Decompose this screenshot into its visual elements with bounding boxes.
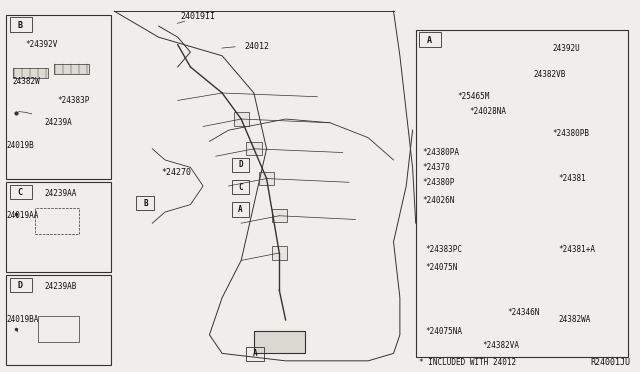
Text: A: A: [238, 205, 243, 214]
Text: *24382VA: *24382VA: [483, 341, 520, 350]
Text: * INCLUDED WITH 24012: * INCLUDED WITH 24012: [419, 358, 516, 367]
Text: *24383PC: *24383PC: [425, 245, 462, 254]
Text: A: A: [428, 36, 432, 45]
Bar: [10, 278, 32, 292]
Text: D: D: [238, 160, 243, 169]
Text: *24075NA: *24075NA: [425, 327, 462, 336]
Text: *24383P: *24383P: [57, 96, 90, 105]
Text: *24346N: *24346N: [508, 308, 540, 317]
Bar: [13, 68, 47, 78]
Bar: [232, 202, 250, 217]
Text: 24382VB: 24382VB: [533, 70, 566, 79]
Text: *24381+A: *24381+A: [559, 245, 596, 254]
Bar: [234, 112, 249, 126]
Text: *24381: *24381: [559, 174, 586, 183]
Text: *24380PB: *24380PB: [552, 129, 589, 138]
Text: *24026N: *24026N: [422, 196, 454, 205]
Bar: [6, 275, 111, 365]
Bar: [232, 180, 250, 194]
Text: *24028NA: *24028NA: [470, 107, 507, 116]
Text: *24075N: *24075N: [425, 263, 458, 272]
Bar: [136, 196, 154, 210]
Text: 24239AA: 24239AA: [44, 189, 77, 198]
Text: D: D: [18, 281, 23, 290]
Bar: [54, 64, 89, 74]
Text: 24012: 24012: [244, 42, 269, 51]
Bar: [419, 32, 441, 46]
Bar: [6, 15, 111, 179]
Bar: [38, 316, 79, 342]
Text: R24001JU: R24001JU: [590, 358, 630, 367]
Text: 24019BA: 24019BA: [6, 315, 39, 324]
Text: 24019B: 24019B: [6, 141, 34, 150]
Bar: [259, 172, 274, 185]
Bar: [35, 208, 79, 234]
Text: *24370: *24370: [422, 163, 450, 172]
Text: B: B: [18, 21, 23, 30]
Text: A: A: [253, 349, 257, 358]
Bar: [254, 331, 305, 353]
Text: *24380P: *24380P: [422, 178, 454, 187]
Text: 24392U: 24392U: [552, 44, 580, 53]
Bar: [246, 142, 262, 155]
Text: 24239AB: 24239AB: [44, 282, 77, 291]
Text: 24382W: 24382W: [13, 77, 40, 86]
Bar: [271, 209, 287, 222]
Text: B: B: [143, 199, 148, 208]
Text: *24380PA: *24380PA: [422, 148, 459, 157]
Text: C: C: [238, 183, 243, 192]
Bar: [416, 30, 628, 357]
Bar: [246, 347, 264, 361]
Text: *25465M: *25465M: [457, 92, 490, 101]
Bar: [6, 182, 111, 272]
Bar: [232, 158, 250, 172]
Text: 24382WA: 24382WA: [559, 315, 591, 324]
Text: *24270: *24270: [162, 169, 192, 177]
Text: C: C: [18, 188, 23, 197]
Text: *24392V: *24392V: [26, 40, 58, 49]
Text: 24239A: 24239A: [44, 118, 72, 127]
Text: 24019II: 24019II: [181, 12, 216, 21]
Bar: [10, 185, 32, 199]
Bar: [10, 17, 32, 32]
Text: 24019AA: 24019AA: [6, 211, 39, 220]
Bar: [271, 246, 287, 260]
